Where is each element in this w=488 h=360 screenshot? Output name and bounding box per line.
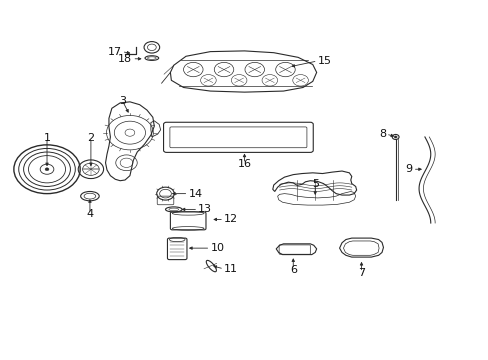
Text: 4: 4 [86, 209, 93, 219]
Text: 14: 14 [188, 189, 202, 199]
Text: 3: 3 [119, 96, 126, 106]
Text: 8: 8 [378, 129, 385, 139]
Text: 18: 18 [118, 54, 132, 64]
Text: 5: 5 [311, 179, 318, 189]
Text: 9: 9 [405, 164, 412, 174]
Text: 10: 10 [210, 243, 224, 253]
Text: 17: 17 [107, 46, 122, 57]
Text: 16: 16 [237, 159, 251, 169]
Text: 7: 7 [357, 267, 365, 278]
Text: 12: 12 [224, 215, 238, 224]
Circle shape [391, 134, 398, 139]
Text: 15: 15 [317, 56, 331, 66]
Text: 13: 13 [198, 204, 212, 215]
Text: 1: 1 [43, 133, 50, 143]
Text: 11: 11 [224, 264, 238, 274]
Circle shape [45, 168, 49, 171]
Text: 2: 2 [87, 133, 94, 143]
Text: 6: 6 [289, 265, 296, 275]
Circle shape [393, 136, 396, 138]
